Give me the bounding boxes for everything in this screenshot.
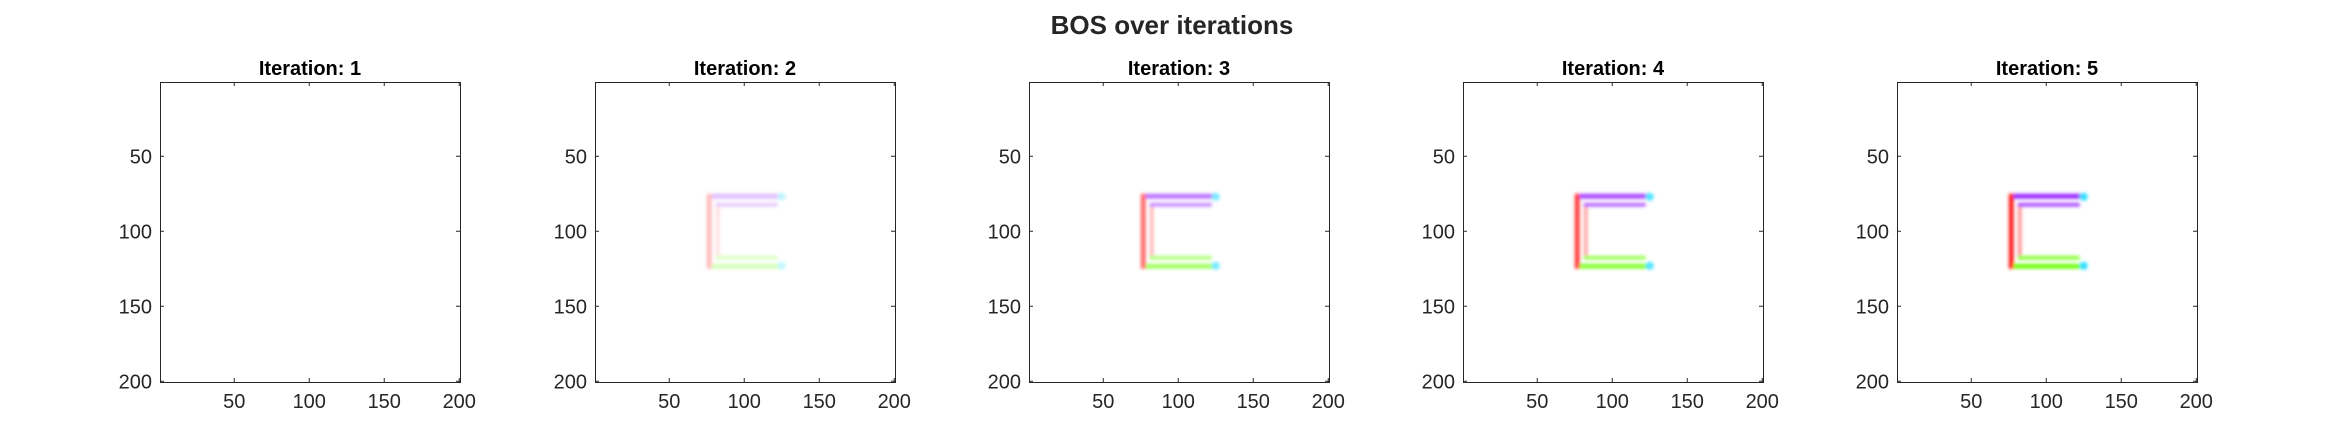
top-bar (2013, 193, 2084, 199)
left-bar (2008, 193, 2014, 269)
y-tick-label: 100 (554, 221, 587, 243)
x-tick-label: 150 (2105, 391, 2138, 413)
left-bar (706, 193, 712, 269)
corner-accent-bottom (1211, 261, 1220, 270)
plot-area (595, 82, 895, 382)
y-tick-label: 150 (119, 296, 152, 318)
x-tick-label: 100 (728, 391, 761, 413)
x-tick-label: 100 (1162, 391, 1195, 413)
top-bar (1579, 193, 1650, 199)
x-tick-label: 50 (658, 391, 680, 413)
figure-title: BOS over iterations (1050, 10, 1294, 40)
x-tick-label: 100 (293, 391, 326, 413)
x-tick-label: 150 (1671, 391, 1704, 413)
corner-accent-top (1211, 192, 1220, 201)
corner-accent-top (1645, 192, 1654, 201)
left-inner-bar (2017, 202, 2022, 260)
x-tick-label: 50 (1092, 391, 1114, 413)
top-inner-bar (2017, 202, 2080, 207)
axes-title: Iteration: 5 (1996, 58, 2098, 80)
corner-accent-top (777, 192, 786, 201)
corner-accent-bottom (777, 261, 786, 270)
heatmap-image (1140, 192, 1220, 270)
x-tick-label: 150 (368, 391, 401, 413)
y-tick-label: 50 (565, 146, 587, 168)
axes-box (160, 82, 461, 383)
x-tick-label: 50 (1960, 391, 1982, 413)
axes-title: Iteration: 2 (694, 58, 796, 80)
y-tick-label: 200 (1856, 371, 1889, 393)
x-tick-label: 100 (2030, 391, 2063, 413)
corner-accent-bottom (2079, 261, 2088, 270)
axes-iteration-1: 50 100 150 200 50 100 150 200 Iteration: 1 (119, 58, 476, 413)
y-tick-label: 150 (1422, 296, 1455, 318)
axes-title: Iteration: 4 (1562, 58, 1665, 80)
bottom-bar (2013, 263, 2084, 269)
top-bar (711, 193, 782, 199)
x-tick-label: 150 (803, 391, 836, 413)
y-tick-label: 200 (554, 371, 587, 393)
x-tick-label: 100 (1596, 391, 1629, 413)
x-tick-label: 200 (2180, 391, 2213, 413)
axes-title: Iteration: 3 (1128, 58, 1230, 80)
y-tick-label: 50 (1867, 146, 1889, 168)
left-inner-bar (1149, 202, 1154, 260)
plot-area (1029, 82, 1329, 382)
plot-area (1897, 82, 2197, 382)
axes-title: Iteration: 1 (259, 58, 361, 80)
y-tick-label: 200 (988, 371, 1021, 393)
corner-accent-top (2079, 192, 2088, 201)
y-tick-label: 50 (130, 146, 152, 168)
x-tick-label: 200 (878, 391, 911, 413)
y-tick-label: 100 (988, 221, 1021, 243)
y-tick-label: 200 (119, 371, 152, 393)
axes-box (1029, 82, 1330, 383)
y-tick-label: 100 (1422, 221, 1455, 243)
bottom-bar (711, 263, 782, 269)
y-tick-label: 150 (988, 296, 1021, 318)
axes-iteration-3: 50 100 150 200 50 100 150 200 Iteration: 3 (988, 58, 1345, 413)
x-tick-label: 200 (443, 391, 476, 413)
bottom-inner-bar (1583, 255, 1646, 260)
x-tick-label: 50 (223, 391, 245, 413)
y-tick-label: 100 (119, 221, 152, 243)
y-tick-label: 150 (554, 296, 587, 318)
axes-iteration-2: 50 100 150 200 50 100 150 200 Iteration: 2 (554, 58, 911, 413)
top-inner-bar (1149, 202, 1212, 207)
y-tick-label: 200 (1422, 371, 1455, 393)
top-bar (1145, 193, 1216, 199)
heatmap-image (706, 192, 786, 270)
x-tick-label: 200 (1746, 391, 1779, 413)
axes-box (1463, 82, 1764, 383)
y-tick-label: 50 (999, 146, 1021, 168)
bottom-inner-bar (2017, 255, 2080, 260)
y-tick-label: 100 (1856, 221, 1889, 243)
x-tick-label: 50 (1526, 391, 1548, 413)
x-tick-label: 150 (1237, 391, 1270, 413)
heatmap-image (1574, 192, 1654, 270)
y-tick-label: 150 (1856, 296, 1889, 318)
bottom-bar (1579, 263, 1650, 269)
heatmap-image (2008, 192, 2088, 270)
axes-iteration-4: 50 100 150 200 50 100 150 200 Iteration: 4 (1422, 58, 1779, 413)
x-tick-label: 200 (1312, 391, 1345, 413)
bottom-inner-bar (1149, 255, 1212, 260)
bottom-inner-bar (715, 255, 778, 260)
left-bar (1140, 193, 1146, 269)
left-inner-bar (1583, 202, 1588, 260)
bottom-bar (1145, 263, 1216, 269)
plot-area (160, 82, 460, 382)
corner-accent-bottom (1645, 261, 1654, 270)
axes-iteration-5: 50 100 150 200 50 100 150 200 Iteration: 5 (1856, 58, 2213, 413)
left-bar (1574, 193, 1580, 269)
axes-box (595, 82, 896, 383)
top-inner-bar (1583, 202, 1646, 207)
top-inner-bar (715, 202, 778, 207)
left-inner-bar (715, 202, 720, 260)
y-tick-label: 50 (1433, 146, 1455, 168)
axes-box (1897, 82, 2198, 383)
plot-area (1463, 82, 1763, 382)
